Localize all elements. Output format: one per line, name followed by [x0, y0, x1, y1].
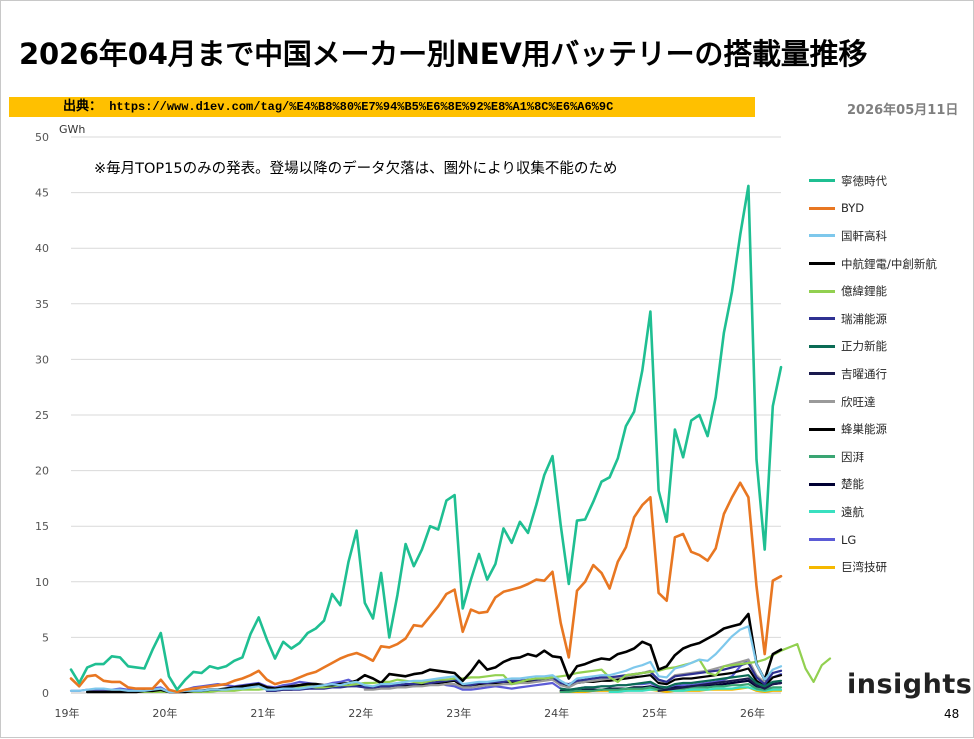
legend-label: 正力新能 — [841, 339, 887, 354]
publish-date: 2026年05月11日 — [847, 103, 959, 118]
legend-item: 因湃 — [809, 443, 969, 471]
legend-item: 楚能 — [809, 471, 969, 499]
legend-swatch — [809, 565, 835, 569]
y-tick-label: 10 — [35, 576, 49, 589]
y-tick-label: 15 — [35, 520, 49, 533]
slide-title: 2026年04月まで中国メーカー別NEV用バッテリーの搭載量推移 — [19, 37, 868, 71]
y-tick-label: 50 — [35, 131, 49, 144]
legend-label: 億緯鋰能 — [841, 284, 887, 299]
legend-item: LG — [809, 526, 969, 554]
page-number: 48 — [944, 707, 960, 721]
y-tick-label: 40 — [35, 242, 49, 255]
legend-swatch — [809, 482, 835, 486]
legend-swatch — [809, 344, 835, 348]
source-label: 出典： — [63, 99, 103, 114]
legend-swatch — [809, 234, 835, 238]
x-tick-label: 26年 — [740, 706, 765, 720]
series-line-億緯鋰能 — [118, 642, 832, 694]
legend-label: 遠航 — [841, 504, 864, 519]
legend-item: 蜂巣能源 — [809, 415, 969, 443]
legend-label: LG — [841, 532, 857, 547]
legend-label: 蜂巣能源 — [841, 422, 887, 437]
series-line-寧徳時代 — [69, 184, 783, 692]
legend-swatch — [809, 206, 835, 210]
y-tick-label: 20 — [35, 465, 49, 478]
legend-item: 欣旺達 — [809, 388, 969, 416]
x-tick-label: 22年 — [348, 706, 373, 720]
legend-label: 寧徳時代 — [841, 173, 887, 188]
legend-label: 楚能 — [841, 477, 864, 492]
x-tick-label: 21年 — [250, 706, 275, 720]
legend-swatch — [809, 538, 835, 542]
series-lines — [69, 184, 832, 694]
series-line-吉曜通行 — [657, 677, 783, 692]
legend-label: BYD — [841, 201, 865, 216]
legend-label: 国軒高科 — [841, 228, 887, 243]
legend-label: 吉曜通行 — [841, 366, 887, 381]
legend-swatch — [809, 262, 835, 266]
series-line-正力新能 — [559, 674, 783, 691]
legend-label: 中航鋰電/中創新航 — [841, 256, 937, 271]
legend-item: 国軒高科 — [809, 222, 969, 250]
x-tick-labels: 19年 20年 21年 22年 23年 24年 25年 26年 — [55, 706, 766, 720]
y-tick-label: 25 — [35, 409, 49, 422]
x-tick-label: 19年 — [55, 706, 80, 720]
legend-item: 寧徳時代 — [809, 167, 969, 195]
legend-label: 因湃 — [841, 449, 864, 464]
legend-swatch — [809, 372, 835, 376]
series-line-遠航 — [608, 686, 783, 694]
y-tick-labels: 0 5 10 15 20 25 30 35 40 45 50 — [35, 131, 49, 700]
legend-label: 巨湾技研 — [841, 560, 887, 575]
legend-label: 欣旺達 — [841, 394, 876, 409]
legend-item: 巨湾技研 — [809, 553, 969, 581]
source-bar: 出典： https://www.d1ev.com/tag/%E4%B8%80%E… — [9, 97, 755, 117]
source-url[interactable]: https://www.d1ev.com/tag/%E4%B8%80%E7%94… — [109, 100, 614, 114]
y-axis-unit: GWh — [59, 123, 86, 136]
legend-item: 瑞浦能源 — [809, 305, 969, 333]
y-tick-label: 5 — [42, 631, 49, 644]
series-line-国軒高科 — [69, 625, 783, 694]
y-tick-label: 0 — [42, 687, 49, 700]
legend-swatch — [809, 400, 835, 404]
legend-label: 瑞浦能源 — [841, 311, 887, 326]
x-tick-label: 25年 — [642, 706, 667, 720]
legend-swatch — [809, 455, 835, 459]
x-tick-label: 24年 — [544, 706, 569, 720]
chart-note: ※毎月TOP15のみの発表。登場以降のデータ欠落は、圏外により収集不能のため — [94, 161, 618, 177]
y-tick-label: 35 — [35, 298, 49, 311]
grid-lines — [71, 136, 781, 694]
legend-swatch — [809, 510, 835, 514]
chart-legend: 寧徳時代 BYD 国軒高科中航鋰電/中創新航 億緯鋰能瑞浦能源正力新能吉曜通行欣旺達蜂… — [809, 167, 969, 581]
series-line-BYD — [69, 481, 783, 694]
series-line-欣旺達 — [363, 658, 783, 691]
legend-swatch — [809, 427, 835, 431]
legend-item: BYD — [809, 195, 969, 223]
legend-item: 正力新能 — [809, 333, 969, 361]
x-tick-label: 23年 — [446, 706, 471, 720]
legend-item: 中航鋰電/中創新航 — [809, 250, 969, 278]
y-tick-label: 30 — [35, 353, 49, 366]
legend-item: 億緯鋰能 — [809, 277, 969, 305]
legend-swatch — [809, 317, 835, 321]
x-tick-label: 20年 — [152, 706, 177, 720]
legend-swatch — [809, 179, 835, 183]
legend-item: 吉曜通行 — [809, 360, 969, 388]
y-tick-label: 45 — [35, 187, 49, 200]
legend-item: 遠航 — [809, 498, 969, 526]
legend-swatch — [809, 289, 835, 293]
brand-logo: insights — [847, 669, 973, 700]
